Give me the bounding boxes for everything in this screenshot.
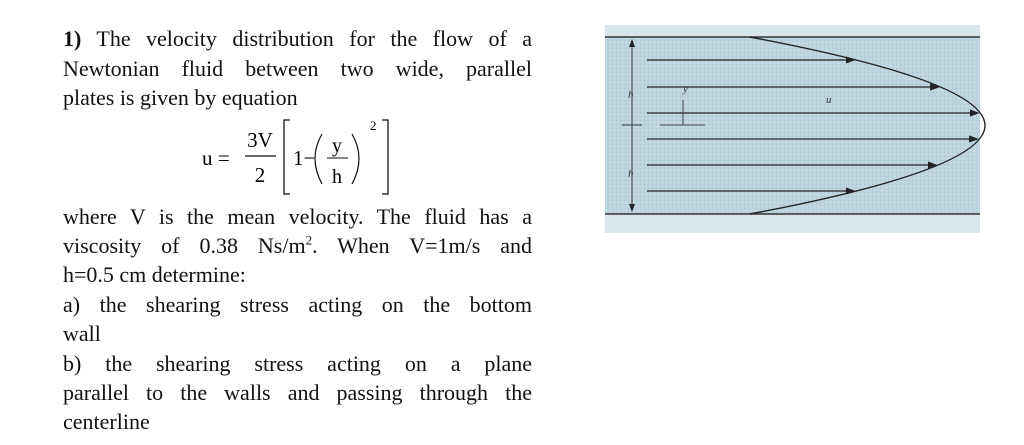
text-line: plates is given by equation bbox=[63, 85, 298, 110]
text-line: viscosity of 0.38 Ns/m2. When V=1m/s and bbox=[63, 233, 532, 259]
eq-numerator: 3V bbox=[247, 128, 273, 152]
eq-denominator: 2 bbox=[255, 163, 266, 187]
eq-ratio-numerator: y bbox=[332, 135, 342, 157]
eq-one-minus: 1− bbox=[293, 146, 315, 170]
fig-label: y bbox=[682, 83, 688, 95]
problem-number: 1) bbox=[63, 26, 82, 51]
fig-label: h bbox=[628, 89, 634, 101]
text: . When V=1m/s and bbox=[312, 233, 532, 258]
eq-exponent: 2 bbox=[370, 118, 377, 133]
fig-label: h bbox=[628, 168, 634, 180]
superscript: 2 bbox=[305, 232, 313, 248]
text-line: Newtonian fluid between two wide, parall… bbox=[63, 56, 532, 81]
equation: u = 3V 2 1− y h 2 bbox=[202, 118, 389, 195]
text-line: a) the shearing stress acting on the bot… bbox=[63, 292, 532, 317]
text-line: b) the shearing stress acting on a plane bbox=[63, 351, 532, 376]
text-line: h=0.5 cm determine: bbox=[63, 262, 246, 287]
text-line: parallel to the walls and passing throug… bbox=[63, 380, 532, 405]
fig-label: u bbox=[826, 94, 832, 106]
text-line: where V is the mean velocity. The fluid … bbox=[63, 204, 532, 229]
text: The velocity distribution for the flow o… bbox=[96, 26, 532, 51]
text-line: wall bbox=[63, 321, 101, 346]
eq-lhs: u = bbox=[202, 146, 230, 170]
text-line: centerline bbox=[63, 409, 150, 434]
text: viscosity of 0.38 Ns/m bbox=[63, 233, 306, 258]
eq-ratio-denominator: h bbox=[332, 166, 342, 188]
text-line: 1) The velocity distribution for the flo… bbox=[63, 26, 532, 52]
